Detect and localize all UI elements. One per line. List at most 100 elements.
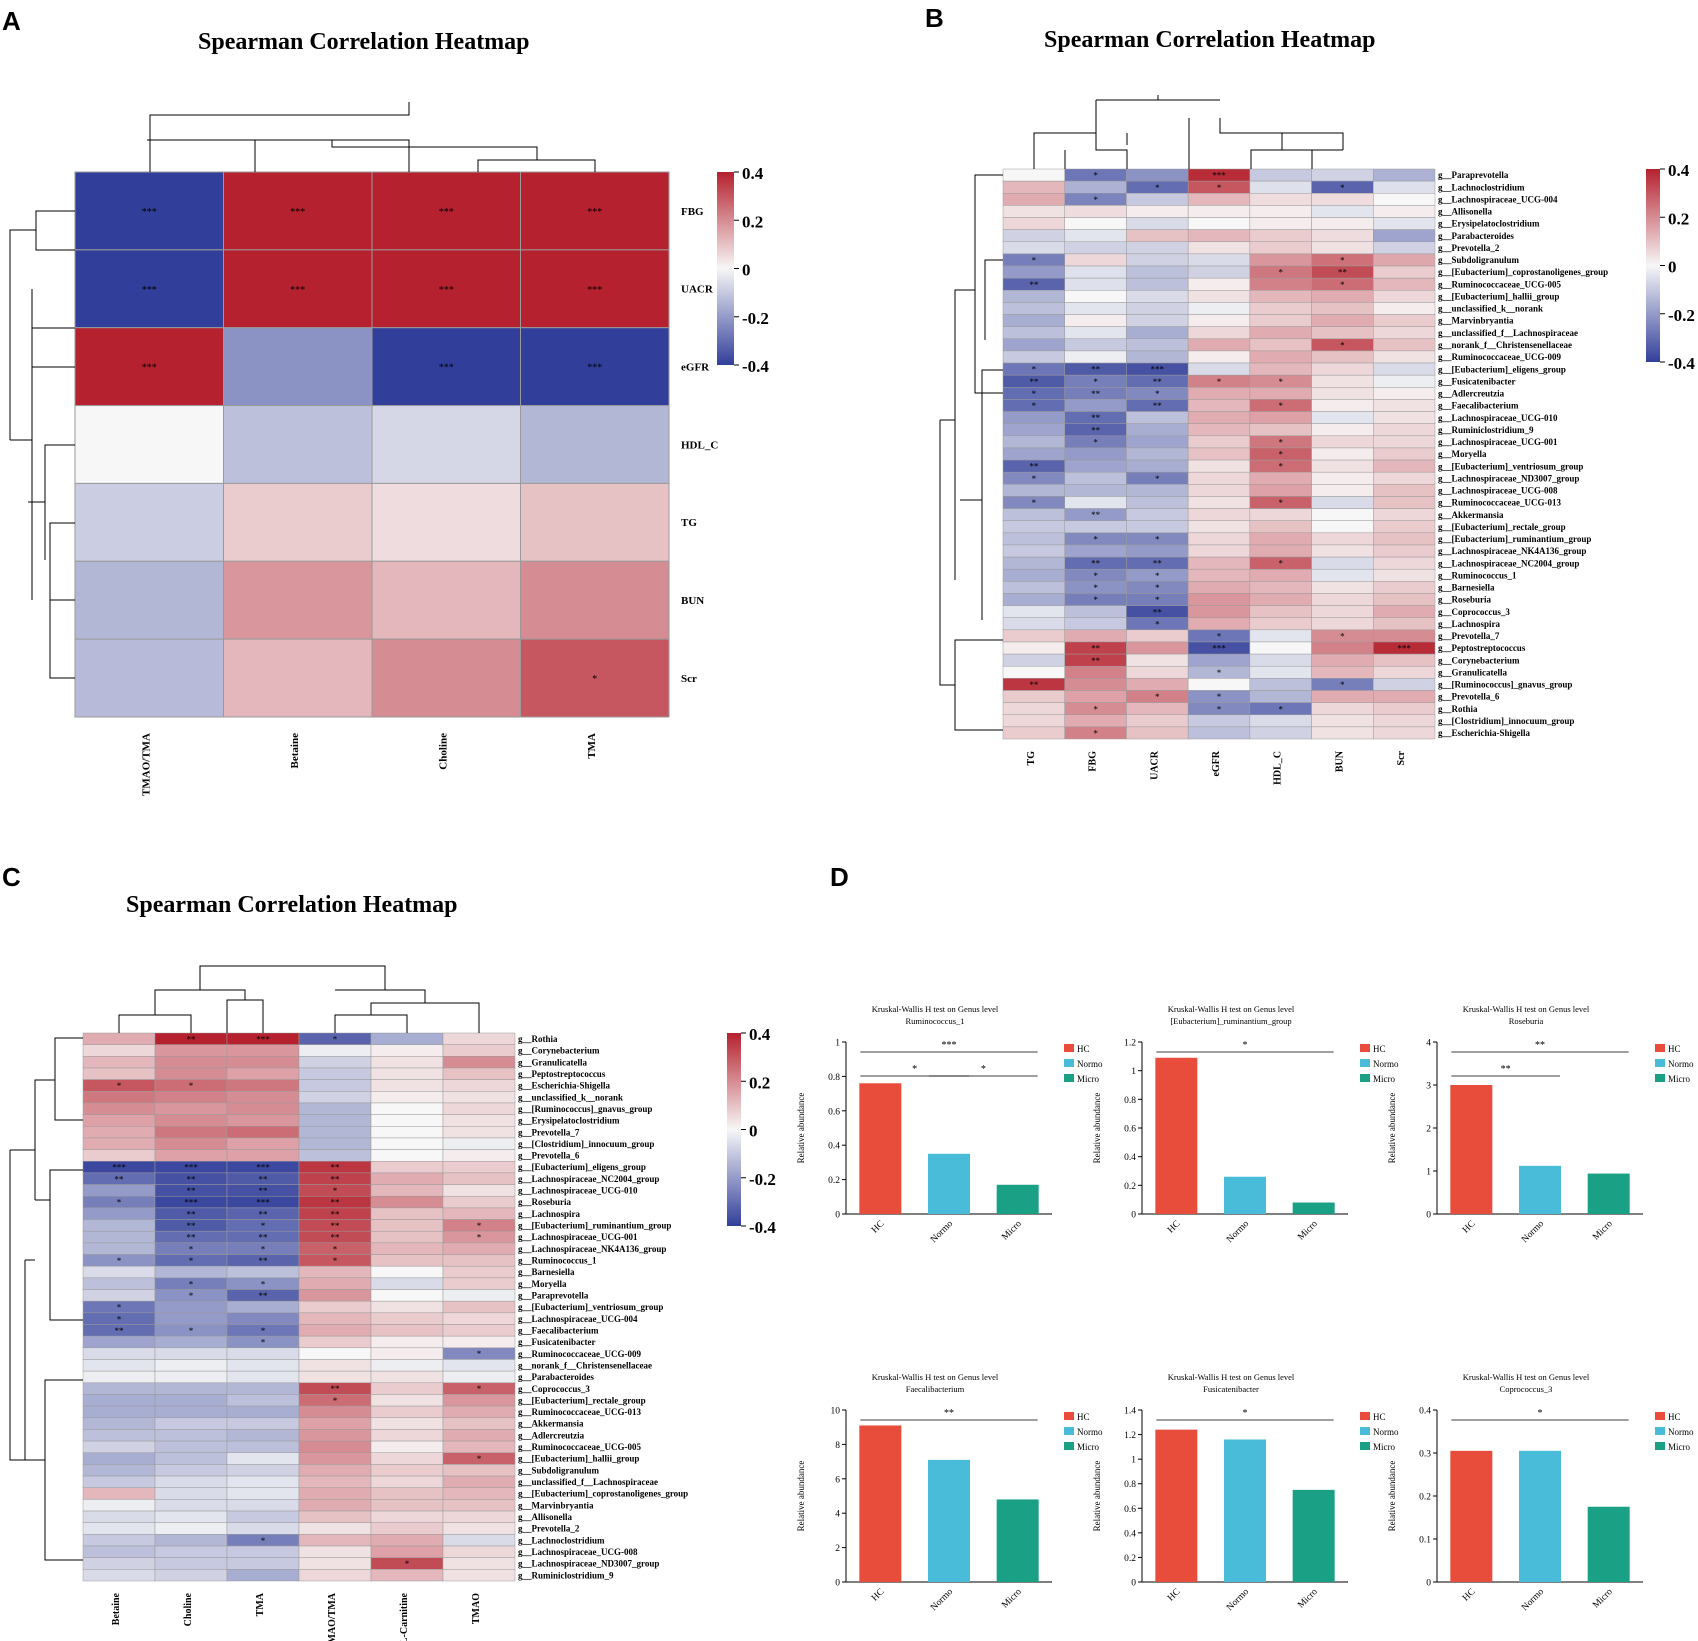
heatmap-cell	[226, 1149, 300, 1162]
x-tick-label: HC	[1461, 1587, 1477, 1603]
legend-swatch-hc	[1360, 1044, 1370, 1052]
row-label: g__Lachnospiraceae_UCG-001	[1438, 437, 1558, 447]
row-label: g__Rothia	[1438, 704, 1478, 714]
row-label: g__Corynebacterium	[1438, 655, 1520, 665]
column-label: TMAO	[471, 1593, 482, 1624]
dendrogram-branch	[34, 1079, 55, 1200]
heatmap-cell	[1311, 714, 1374, 728]
heatmap-cell	[1064, 484, 1127, 497]
heatmap-cell	[226, 1464, 300, 1477]
heatmap-cell	[298, 1545, 372, 1558]
heatmap-cell	[442, 1277, 516, 1290]
heatmap-cell	[82, 1137, 156, 1150]
dendrogram-branch	[54, 1037, 83, 1121]
heatmap-a-title: Spearman Correlation Heatmap	[198, 29, 530, 55]
heatmap-cell	[1187, 302, 1251, 315]
heatmap-cell	[226, 1056, 300, 1069]
heatmap-cell	[520, 327, 670, 407]
heatmap-cell	[370, 1429, 444, 1442]
y-tick-label: 2	[835, 1544, 840, 1554]
heatmap-cell	[1311, 435, 1374, 449]
heatmap-cell	[442, 1300, 516, 1314]
heatmap-cell	[82, 1219, 156, 1232]
row-label: g__Paraprevotella	[1438, 170, 1509, 180]
significance-mark: **	[331, 1209, 341, 1219]
significance-mark: *	[1093, 534, 1098, 544]
y-tick-label: 6	[835, 1475, 840, 1485]
heatmap-cell	[370, 1417, 444, 1430]
significance-mark: **	[259, 1256, 269, 1266]
heatmap-cell	[370, 1522, 444, 1535]
x-tick-label: Normo	[1520, 1219, 1546, 1245]
x-tick-label: Micro	[1000, 1219, 1024, 1243]
heatmap-cell	[442, 1569, 516, 1582]
heatmap-cell	[154, 1452, 228, 1465]
heatmap-cell	[82, 1335, 156, 1349]
y-tick-label: 0.4	[1419, 1407, 1431, 1417]
heatmap-cell	[1002, 180, 1065, 194]
heatmap-cell	[1187, 241, 1251, 255]
heatmap-cell	[154, 1382, 228, 1395]
legend-label: Normo	[1077, 1427, 1103, 1437]
row-label: g__Erysipelatoclostridium	[518, 1116, 620, 1126]
significance-mark: ***	[290, 207, 305, 218]
heatmap-cell	[520, 638, 670, 718]
colorbar-tick-label: 0.2	[742, 212, 763, 231]
significance-mark: **	[187, 1221, 197, 1231]
heatmap-cell	[1373, 362, 1436, 376]
colorbar-tick-label: 0.2	[1668, 209, 1689, 228]
heatmap-cell	[1002, 338, 1065, 352]
heatmap-cell	[1002, 411, 1065, 424]
column-label: TMAO/TMA	[140, 733, 152, 796]
y-tick-label: 0.4	[1124, 1529, 1136, 1539]
significance-mark: *	[1155, 571, 1160, 581]
heatmap-cell	[226, 1114, 300, 1127]
significance-mark: *	[1093, 171, 1098, 181]
y-axis-label: Relative abundance	[1092, 1093, 1102, 1164]
heatmap-cell	[1249, 338, 1312, 352]
heatmap-cell	[1249, 326, 1312, 340]
significance-label: **	[1501, 1064, 1511, 1075]
row-label: g__Erysipelatoclostridium	[1438, 219, 1540, 229]
heatmap-cell	[1126, 217, 1189, 230]
heatmap-cell	[82, 1114, 156, 1127]
column-label: HDL_C	[1273, 751, 1284, 785]
heatmap-cell	[1126, 193, 1189, 206]
heatmap-cell	[370, 1254, 444, 1267]
significance-mark: *	[189, 1256, 194, 1266]
heatmap-cell	[1249, 568, 1312, 582]
heatmap-cell	[1187, 326, 1251, 340]
heatmap-cell	[1126, 290, 1189, 303]
heatmap-cell	[1373, 326, 1436, 340]
heatmap-cell	[1002, 447, 1065, 461]
heatmap-cell	[1064, 180, 1127, 194]
row-label: BUN	[681, 595, 704, 607]
dendrogram-branch	[154, 989, 246, 1015]
significance-mark: **	[1091, 656, 1101, 666]
bar-chart-title: Kruskal-Wallis H test on Genus level	[872, 1372, 999, 1382]
heatmap-cell	[1249, 253, 1312, 267]
heatmap-cell	[1126, 496, 1189, 509]
heatmap-cell	[442, 1032, 516, 1045]
colorbar	[717, 172, 734, 365]
significance-mark: **	[1153, 401, 1163, 411]
row-label: g__Subdoligranulum	[518, 1465, 600, 1475]
heatmap-cell	[1002, 290, 1065, 303]
heatmap-cell	[442, 1067, 516, 1080]
y-tick-label: 0.1	[1419, 1536, 1431, 1546]
heatmap-cell	[74, 482, 224, 562]
significance-mark: *	[1340, 183, 1345, 193]
heatmap-cell	[154, 1335, 228, 1349]
significance-mark: *	[1217, 377, 1222, 387]
heatmap-cell	[298, 1499, 372, 1512]
row-label: g__Adlercreutzia	[1438, 389, 1505, 399]
heatmap-cell	[370, 1510, 444, 1523]
heatmap-cell	[1187, 362, 1251, 376]
panel-c-letter: C	[2, 862, 21, 892]
heatmap-cell	[1002, 690, 1065, 703]
colorbar-tick-label: -0.4	[742, 357, 769, 376]
significance-mark: ***	[1151, 365, 1165, 375]
heatmap-cell	[1249, 617, 1312, 631]
heatmap-cell	[370, 1370, 444, 1384]
heatmap-cell	[1311, 193, 1374, 206]
